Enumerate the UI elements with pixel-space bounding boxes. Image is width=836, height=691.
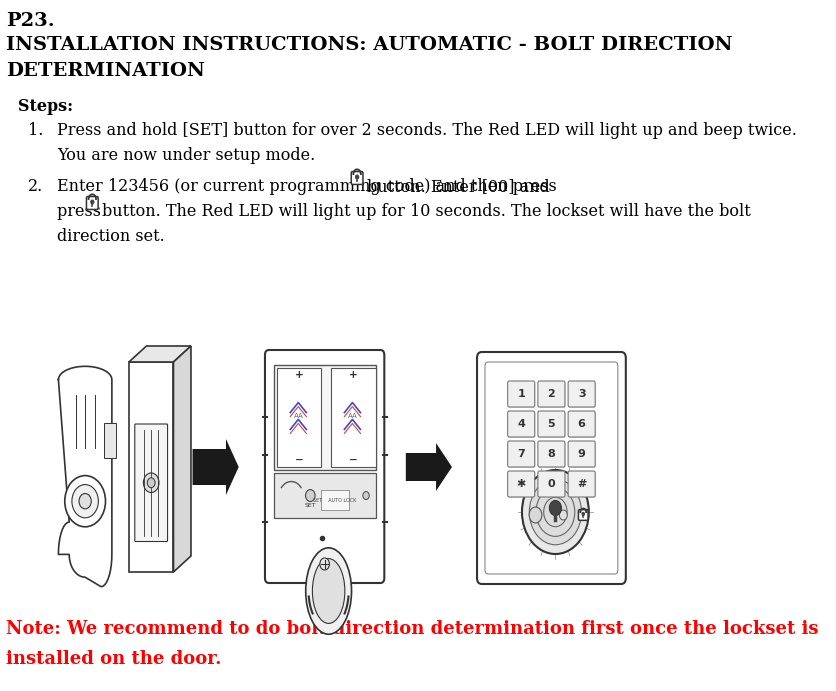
FancyBboxPatch shape — [86, 196, 98, 209]
Text: AA: AA — [294, 413, 304, 419]
Text: 3: 3 — [578, 389, 585, 399]
FancyBboxPatch shape — [569, 412, 596, 438]
Text: SET: SET — [304, 503, 316, 508]
Text: Press and hold [SET] button for over 2 seconds. The Red LED will light up and be: Press and hold [SET] button for over 2 s… — [58, 122, 798, 139]
Text: 0: 0 — [548, 479, 555, 489]
FancyBboxPatch shape — [331, 368, 375, 467]
FancyBboxPatch shape — [507, 381, 535, 407]
Text: 9: 9 — [578, 449, 585, 459]
FancyBboxPatch shape — [508, 442, 536, 468]
FancyBboxPatch shape — [568, 441, 595, 467]
Text: 6: 6 — [578, 419, 585, 429]
Circle shape — [147, 478, 155, 488]
Text: Note: We recommend to do bolt direction determination first once the lockset is: Note: We recommend to do bolt direction … — [7, 620, 819, 638]
Circle shape — [522, 470, 589, 554]
Text: button. Enter [00] and: button. Enter [00] and — [367, 178, 549, 195]
FancyBboxPatch shape — [569, 442, 596, 468]
FancyBboxPatch shape — [508, 382, 536, 408]
Polygon shape — [129, 362, 173, 572]
FancyBboxPatch shape — [507, 441, 535, 467]
FancyBboxPatch shape — [265, 350, 385, 583]
Polygon shape — [192, 439, 239, 495]
FancyBboxPatch shape — [538, 382, 566, 408]
Text: 4: 4 — [517, 419, 525, 429]
Text: AA: AA — [349, 413, 358, 419]
FancyBboxPatch shape — [579, 510, 588, 520]
FancyBboxPatch shape — [568, 471, 595, 497]
FancyBboxPatch shape — [568, 381, 595, 407]
Text: 8: 8 — [548, 449, 555, 459]
Circle shape — [529, 480, 582, 545]
Text: 7: 7 — [517, 449, 525, 459]
Text: ✱: ✱ — [517, 479, 526, 489]
FancyBboxPatch shape — [568, 411, 595, 437]
FancyBboxPatch shape — [508, 412, 536, 438]
Circle shape — [363, 491, 370, 500]
FancyBboxPatch shape — [538, 411, 565, 437]
Circle shape — [355, 176, 359, 179]
FancyBboxPatch shape — [273, 365, 375, 470]
Text: 2.: 2. — [28, 178, 43, 195]
FancyBboxPatch shape — [538, 471, 565, 497]
Text: +: + — [349, 370, 358, 380]
FancyBboxPatch shape — [104, 424, 115, 457]
Text: DETERMINATION: DETERMINATION — [7, 62, 206, 80]
FancyBboxPatch shape — [569, 382, 596, 408]
FancyBboxPatch shape — [538, 472, 566, 498]
Text: direction set.: direction set. — [58, 228, 165, 245]
Text: SET    AUTO LOCK: SET AUTO LOCK — [313, 498, 356, 502]
FancyBboxPatch shape — [507, 411, 535, 437]
FancyBboxPatch shape — [351, 171, 363, 184]
Circle shape — [559, 510, 568, 520]
Circle shape — [305, 489, 315, 502]
Circle shape — [529, 507, 542, 523]
Text: #: # — [577, 479, 586, 489]
Circle shape — [91, 200, 94, 204]
Text: 2: 2 — [548, 389, 555, 399]
FancyBboxPatch shape — [135, 424, 167, 542]
Text: installed on the door.: installed on the door. — [7, 650, 222, 668]
Text: +: + — [295, 370, 303, 380]
Circle shape — [72, 484, 99, 518]
FancyBboxPatch shape — [277, 368, 322, 467]
Text: button. The Red LED will light up for 10 seconds. The lockset will have the bolt: button. The Red LED will light up for 10… — [102, 203, 751, 220]
Circle shape — [79, 493, 91, 509]
FancyBboxPatch shape — [538, 441, 565, 467]
Text: INSTALLATION INSTRUCTIONS: AUTOMATIC - BOLT DIRECTION: INSTALLATION INSTRUCTIONS: AUTOMATIC - B… — [7, 36, 733, 54]
Text: −: − — [295, 455, 303, 465]
FancyBboxPatch shape — [321, 490, 349, 510]
FancyBboxPatch shape — [538, 412, 566, 438]
Circle shape — [543, 498, 567, 527]
Text: 1: 1 — [517, 389, 525, 399]
Polygon shape — [129, 346, 191, 362]
Text: −: − — [349, 455, 358, 465]
Ellipse shape — [313, 558, 345, 623]
Text: 1.: 1. — [28, 122, 43, 139]
Text: press: press — [58, 203, 111, 220]
Text: Enter 123456 (or current programming code) and then press: Enter 123456 (or current programming cod… — [58, 178, 568, 195]
Text: You are now under setup mode.: You are now under setup mode. — [58, 147, 315, 164]
Circle shape — [536, 488, 575, 536]
Polygon shape — [405, 443, 452, 491]
Circle shape — [64, 475, 105, 527]
FancyBboxPatch shape — [538, 381, 565, 407]
FancyBboxPatch shape — [477, 352, 626, 584]
Circle shape — [582, 513, 584, 515]
Circle shape — [320, 558, 329, 570]
FancyBboxPatch shape — [273, 473, 375, 518]
FancyBboxPatch shape — [508, 472, 536, 498]
Circle shape — [549, 500, 562, 515]
Circle shape — [144, 473, 159, 493]
Text: Steps:: Steps: — [18, 98, 73, 115]
Polygon shape — [173, 346, 191, 572]
Text: 5: 5 — [548, 419, 555, 429]
FancyBboxPatch shape — [538, 442, 566, 468]
FancyBboxPatch shape — [569, 472, 596, 498]
Text: P23.: P23. — [7, 12, 55, 30]
Ellipse shape — [306, 548, 351, 634]
FancyBboxPatch shape — [507, 471, 535, 497]
